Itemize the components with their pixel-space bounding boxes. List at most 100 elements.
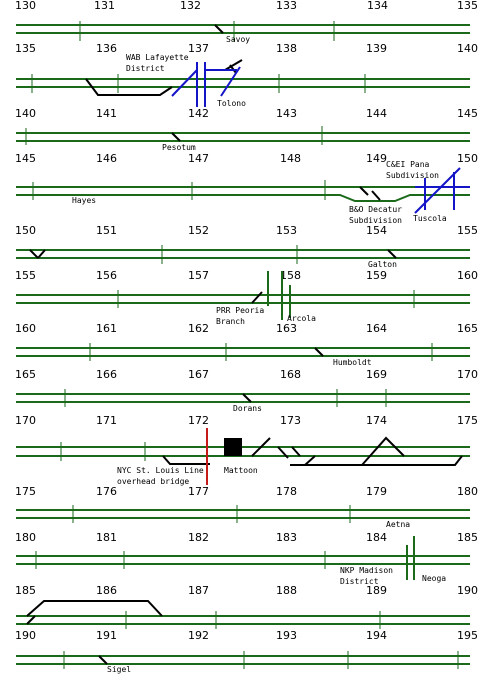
siding [85,78,173,96]
row-135-140: 135 136 137 138 139 140 WAB Lafayette Di… [15,42,478,108]
siding [300,455,463,466]
station-label: District [340,577,379,586]
station-label: Neoga [422,574,446,583]
station-label: Galton [368,260,397,269]
row-145-150: 145 146 147 148 149 150 Hayes C&EI Pana … [15,152,478,225]
station-label: Sigel [107,665,131,674]
siding [26,600,163,617]
station-label: NYC St. Louis Line [117,466,204,475]
spur [224,59,243,71]
milepost-label: 146 [96,152,117,165]
milepost-label: 141 [96,107,117,120]
crossover [314,347,324,357]
station-label: Aetna [386,520,410,529]
milepost-label: 185 [15,584,36,597]
crossover [291,446,301,457]
railroad-crossing [220,66,241,97]
row-190-195: 190 191 192 193 194 195 Sigel [15,629,478,674]
crossover [26,615,36,625]
station-label: Tolono [217,99,246,108]
station-building [224,438,242,456]
crossover [251,291,263,304]
milepost-label: 158 [280,269,301,282]
row-180-185: 180 181 182 183 184 185 NKP Madison Dist… [15,531,478,586]
milepost-label: 139 [366,42,387,55]
milepost-label: 175 [15,485,36,498]
milepost-label: 154 [366,224,387,237]
milepost-label: 190 [457,584,478,597]
milepost-label: 178 [276,485,297,498]
milepost-label: 177 [188,485,209,498]
station-label: NKP Madison [340,566,393,575]
milepost-label: 135 [457,0,478,12]
milepost-label: 160 [457,269,478,282]
milepost-label: 164 [366,322,387,335]
station-label: Tuscola [413,214,447,223]
milepost-label: 160 [15,322,36,335]
row-185-190: 185 186 187 188 189 190 [15,584,478,629]
station-label: B&O Decatur [349,205,402,214]
crossover [371,190,381,201]
row-175-180: 175 176 177 178 179 180 Aetna [15,485,478,529]
station-label: overhead bridge [117,477,189,486]
crossover [359,186,369,196]
milepost-label: 180 [457,485,478,498]
crossover [98,655,108,665]
milepost-label: 183 [276,531,297,544]
milepost-label: 138 [276,42,297,55]
milepost-label: 169 [366,368,387,381]
milepost-label: 149 [366,152,387,165]
row-140-145: 140 141 142 143 144 145 Pesotum [15,107,478,152]
milepost-label: 156 [96,269,117,282]
milepost-label: 190 [15,629,36,642]
milepost-label: 187 [188,584,209,597]
milepost-label: 137 [188,42,209,55]
milepost-label: 162 [188,322,209,335]
milepost-label: 134 [367,0,388,12]
main-track [16,194,470,202]
station-label: Humboldt [333,358,372,367]
siding [290,455,316,466]
milepost-label: 191 [96,629,117,642]
station-label: Arcola [287,314,316,323]
milepost-label: 135 [15,42,36,55]
milepost-label: 140 [457,42,478,55]
station-label: Savoy [226,35,250,44]
milepost-label: 153 [276,224,297,237]
station-label: Dorans [233,404,262,413]
milepost-label: 144 [366,107,387,120]
milepost-label: 165 [15,368,36,381]
crossover [251,437,271,457]
milepost-label: 179 [366,485,387,498]
milepost-label: 174 [366,414,387,427]
station-label: PRR Peoria [216,306,264,315]
milepost-label: 165 [457,322,478,335]
milepost-label: 193 [276,629,297,642]
milepost-label: 170 [457,368,478,381]
station-label: District [126,64,165,73]
milepost-label: 175 [457,414,478,427]
milepost-label: 195 [457,629,478,642]
milepost-label: 143 [276,107,297,120]
milepost-label: 166 [96,368,117,381]
crossover [214,24,224,34]
milepost-label: 152 [188,224,209,237]
milepost-label: 173 [280,414,301,427]
milepost-label: 140 [15,107,36,120]
station-label: Subdivision [386,171,439,180]
milepost-label: 167 [188,368,209,381]
milepost-label: 150 [15,224,36,237]
milepost-label: 142 [188,107,209,120]
station-label: Hayes [72,196,96,205]
station-label: WAB Lafayette [126,53,189,62]
milepost-label: 194 [366,629,387,642]
milepost-label: 148 [280,152,301,165]
milepost-label: 131 [94,0,115,12]
row-170-175: 170 171 172 173 174 175 NYC St. Louis Li… [15,414,478,486]
milepost-label: 163 [276,322,297,335]
row-130-135: 130 131 132 133 134 135 Savoy [15,0,478,44]
station-label: Subdivision [349,216,402,225]
milepost-label: 145 [15,152,36,165]
milepost-label: 147 [188,152,209,165]
